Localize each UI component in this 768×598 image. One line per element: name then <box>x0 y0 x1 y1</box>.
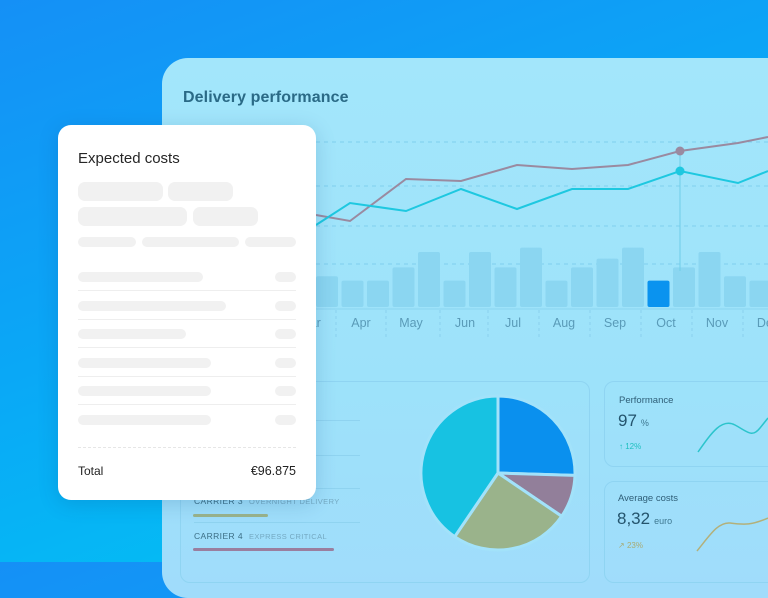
bar <box>699 252 721 307</box>
x-tick-label: Apr <box>336 316 386 330</box>
bar <box>316 276 338 307</box>
arrow-up-icon: ↑ <box>619 442 623 451</box>
bar <box>393 267 415 307</box>
bar <box>597 259 619 307</box>
carrier-share-bar <box>193 548 334 551</box>
series-point <box>676 167 685 176</box>
series-point <box>676 147 685 156</box>
bar <box>444 281 466 307</box>
card-title: Expected costs <box>78 150 180 167</box>
bar-highlighted <box>648 281 670 307</box>
x-tick-label: Jun <box>440 316 490 330</box>
x-tick-label: Oct <box>641 316 691 330</box>
x-tick-label: Nov <box>692 316 742 330</box>
bar <box>495 267 517 307</box>
bar <box>520 248 542 307</box>
carrier-share-bar <box>193 514 268 517</box>
bar <box>342 281 364 307</box>
x-tick-label: May <box>386 316 436 330</box>
total-label: Total <box>78 464 103 478</box>
total-value: €96.875 <box>251 464 296 478</box>
stat-label: Performance <box>619 395 673 406</box>
stat-delta: ↑ 12% <box>619 442 641 451</box>
stat-delta: ↗ 23% <box>618 541 643 550</box>
x-tick-label: Aug <box>539 316 589 330</box>
x-tick-label: Dec <box>743 316 768 330</box>
x-tick-label: Sep <box>590 316 640 330</box>
x-tick-label: Jul <box>488 316 538 330</box>
bar <box>367 281 389 307</box>
bar <box>622 248 644 307</box>
bar <box>724 276 746 307</box>
arrow-up-right-icon: ↗ <box>618 541 625 550</box>
stat-label: Average costs <box>618 493 678 504</box>
bar <box>750 281 768 307</box>
bar <box>673 267 695 307</box>
bar <box>546 281 568 307</box>
stat-value: 97% <box>618 411 649 431</box>
bar <box>571 267 593 307</box>
expected-costs-card: Expected costs Total €96.875 <box>58 125 316 500</box>
bar <box>469 252 491 307</box>
series-line <box>316 171 768 225</box>
bar <box>418 252 440 307</box>
